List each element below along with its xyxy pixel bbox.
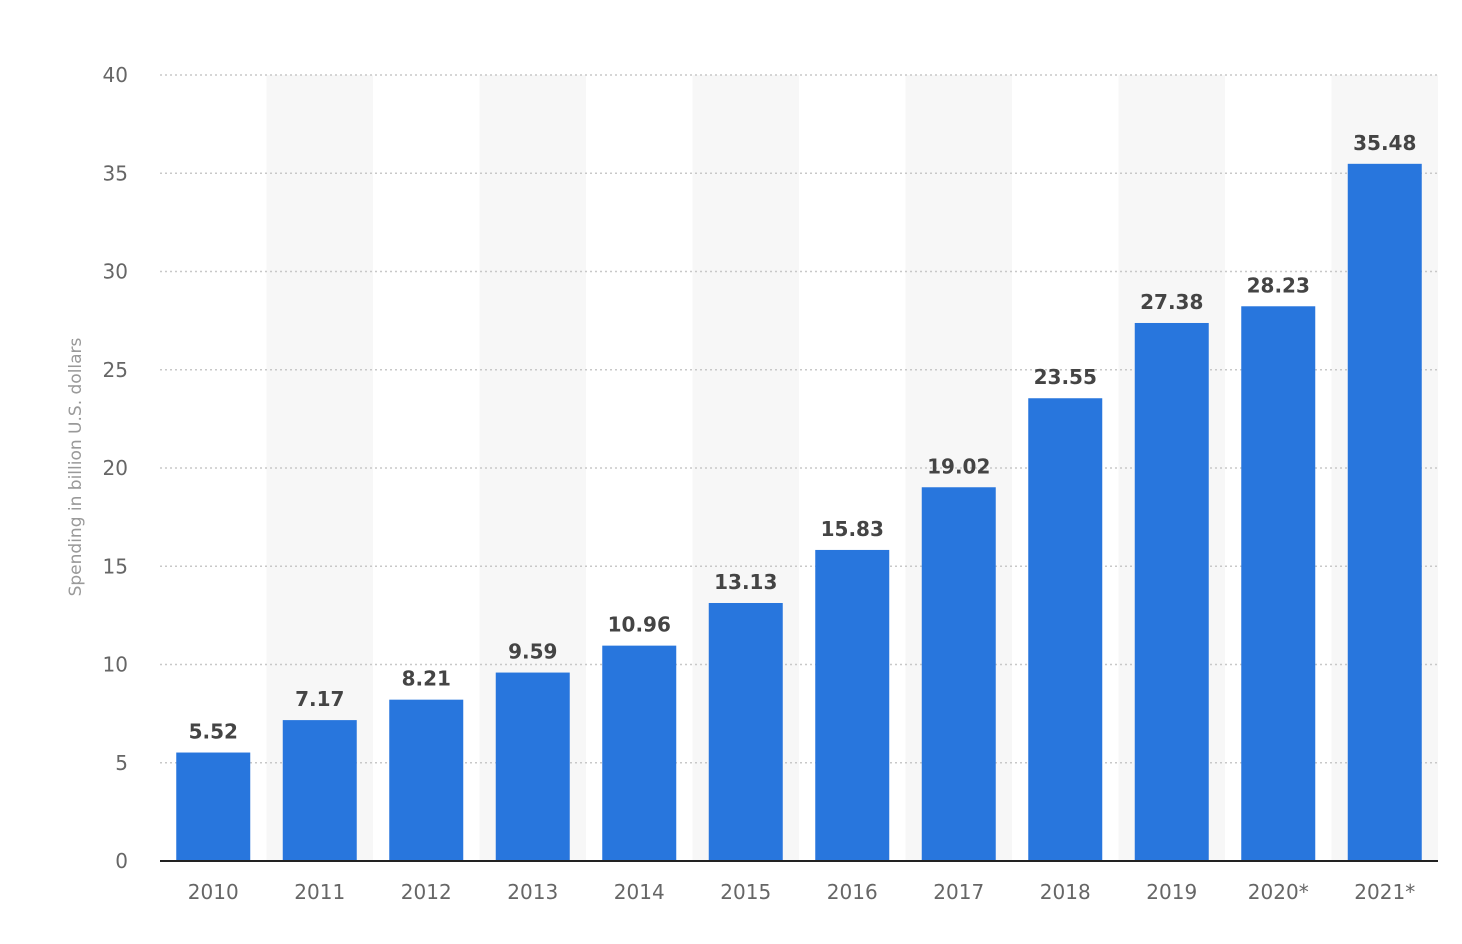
x-tick-label: 2020* <box>1248 880 1309 904</box>
data-label-2014: 10.96 <box>608 613 671 637</box>
data-labels: 5.52 7.17 8.21 9.59 10.96 13.13 15.83 19.02 23.5… <box>189 131 1417 744</box>
x-tick-label: 2021* <box>1354 880 1415 904</box>
bar-2020*[interactable] <box>1241 306 1316 861</box>
y-tick-label: 35 <box>103 161 128 185</box>
x-tick-label: 2013 <box>507 880 558 904</box>
bar-2018[interactable] <box>1028 398 1103 861</box>
y-tick-label: 5 <box>115 751 128 775</box>
bar-2015[interactable] <box>708 602 783 861</box>
bar-2021*[interactable] <box>1347 163 1422 861</box>
y-tick-label: 10 <box>103 653 128 677</box>
bar-2019[interactable] <box>1134 322 1209 861</box>
x-tick-label: 2012 <box>401 880 452 904</box>
y-tick-label: 25 <box>103 358 128 382</box>
x-tick-label: 2019 <box>1146 880 1197 904</box>
y-axis-title: Spending in billion U.S. dollars <box>66 337 86 596</box>
y-tick-label: 40 <box>103 63 128 87</box>
x-axis-ticks: 2010 2011 2012 2013 2014 2015 2016 2017 2018 2019… <box>188 880 1415 904</box>
x-tick-label: 2016 <box>827 880 878 904</box>
data-label-2021*: 35.48 <box>1353 131 1416 155</box>
x-tick-label: 2014 <box>614 880 665 904</box>
data-label-2018: 23.55 <box>1034 365 1097 389</box>
bars <box>176 163 1422 861</box>
data-label-2017: 19.02 <box>927 454 990 478</box>
y-tick-label: 30 <box>103 260 128 284</box>
bar-2011[interactable] <box>282 720 357 861</box>
y-tick-label: 20 <box>103 456 128 480</box>
y-axis-ticks: 0 5 10 15 20 25 30 35 40 <box>103 63 128 873</box>
data-label-2015: 13.13 <box>714 570 777 594</box>
data-label-2013: 9.59 <box>508 640 557 664</box>
x-tick-label: 2018 <box>1040 880 1091 904</box>
y-tick-label: 0 <box>115 849 128 873</box>
x-tick-label: 2011 <box>294 880 345 904</box>
data-label-2010: 5.52 <box>189 720 238 744</box>
y-tick-label: 15 <box>103 554 128 578</box>
x-tick-label: 2017 <box>933 880 984 904</box>
bar-2016[interactable] <box>815 549 890 861</box>
x-tick-label: 2010 <box>188 880 239 904</box>
bar-2014[interactable] <box>602 645 677 861</box>
gridlines <box>160 74 1438 764</box>
bar-2010[interactable] <box>176 752 251 861</box>
bar-2013[interactable] <box>495 672 570 861</box>
data-label-2011: 7.17 <box>295 687 344 711</box>
bar-2012[interactable] <box>389 699 464 861</box>
data-label-2020*: 28.23 <box>1247 273 1310 297</box>
data-label-2019: 27.38 <box>1140 290 1203 314</box>
bar-2017[interactable] <box>921 487 996 861</box>
data-label-2016: 15.83 <box>821 517 884 541</box>
x-tick-label: 2015 <box>720 880 771 904</box>
data-label-2012: 8.21 <box>402 667 451 691</box>
